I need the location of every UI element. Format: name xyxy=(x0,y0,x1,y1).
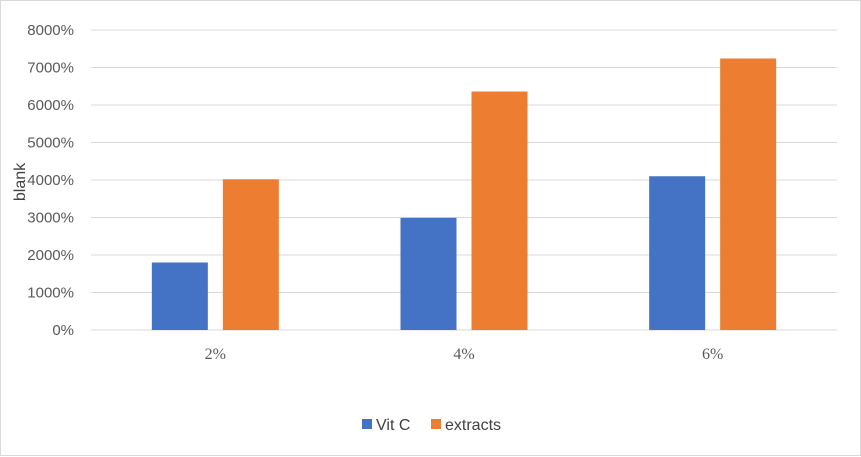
legend-label: extracts xyxy=(445,417,501,434)
legend-swatch-vit-c xyxy=(362,419,372,429)
y-axis-label: blank xyxy=(12,162,29,201)
bar-vit-c-1 xyxy=(400,217,457,330)
y-tick-label: 1000% xyxy=(27,285,74,302)
x-tick-label: 2% xyxy=(205,346,226,363)
bar-extracts-1 xyxy=(471,91,528,330)
bar-vit-c-0 xyxy=(151,262,208,330)
legend-label: Vit C xyxy=(376,417,410,434)
bar-extracts-2 xyxy=(720,58,777,330)
y-tick-label: 8000% xyxy=(27,22,74,39)
y-axis-ticks: 0% 1000% 2000% 3000% 4000% 5000% 6000% 7000% 800… xyxy=(27,22,74,339)
y-tick-label: 0% xyxy=(52,322,74,339)
y-tick-label: 6000% xyxy=(27,97,74,114)
bar-extracts-0 xyxy=(222,179,279,330)
y-tick-label: 5000% xyxy=(27,135,74,152)
y-tick-label: 3000% xyxy=(27,210,74,227)
bar-vit-c-2 xyxy=(649,176,706,330)
x-tick-label: 6% xyxy=(702,346,723,363)
bars xyxy=(151,58,777,330)
y-tick-label: 2000% xyxy=(27,247,74,264)
x-tick-label: 4% xyxy=(453,346,474,363)
y-tick-label: 7000% xyxy=(27,60,74,77)
legend-swatch-extracts xyxy=(431,419,441,429)
y-tick-label: 4000% xyxy=(27,172,74,189)
legend: Vit C extracts xyxy=(362,417,501,434)
x-axis-ticks: 2% 4% 6% xyxy=(205,346,724,363)
gridlines xyxy=(91,29,837,331)
